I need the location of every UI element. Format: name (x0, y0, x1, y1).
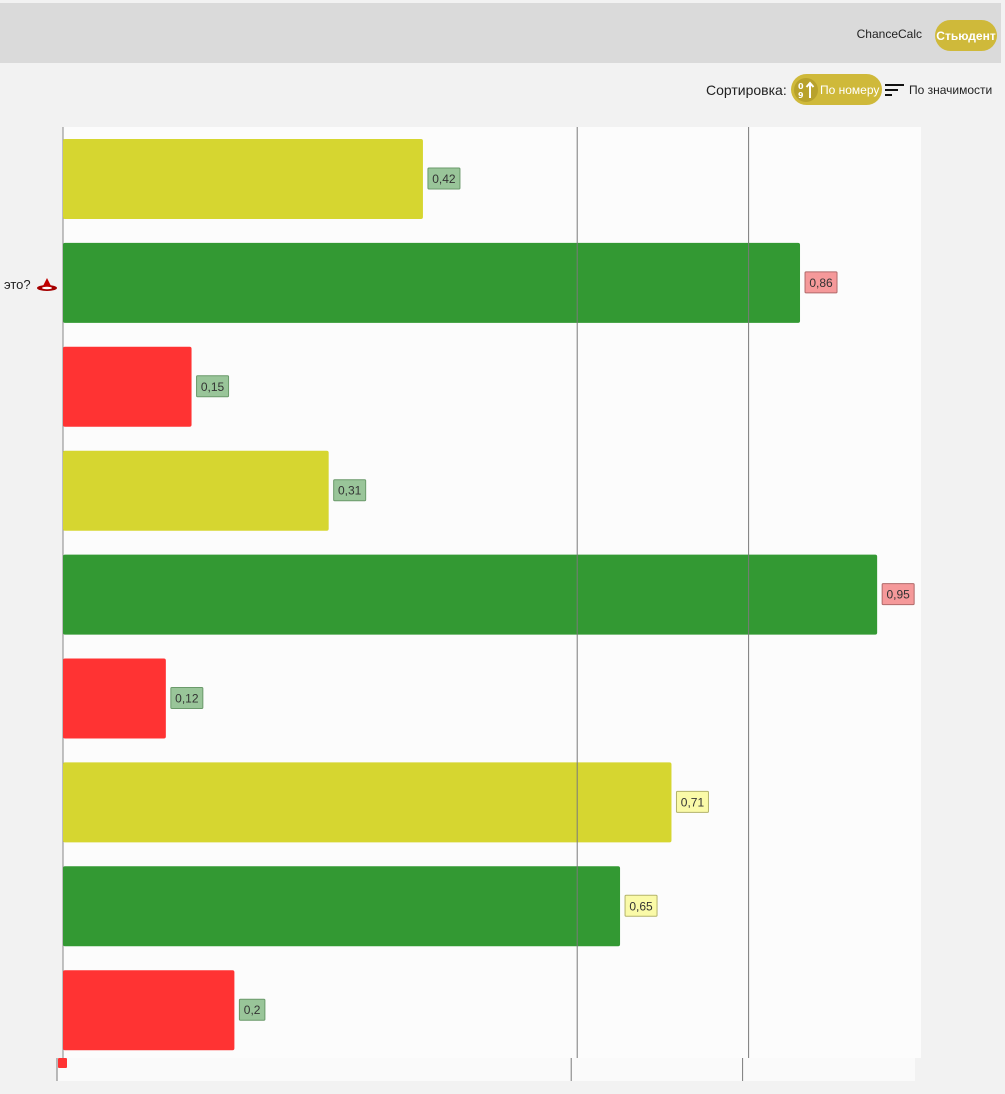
value-badge (881, 583, 915, 606)
bar (63, 554, 878, 635)
value-label: 0,95 (886, 588, 910, 602)
axis-strip (57, 1058, 915, 1081)
sort-lines-icon (885, 84, 904, 96)
row-label-text: это? (4, 276, 31, 292)
value-badge (238, 998, 266, 1021)
value-label: 0,2 (244, 1003, 261, 1017)
bar (63, 139, 423, 219)
value-label: 0,86 (809, 276, 833, 290)
value-label: 0,65 (629, 899, 653, 913)
sort-by-number-label: По номеру (820, 82, 880, 97)
range-marker (58, 1058, 67, 1068)
bar (63, 450, 329, 531)
user-button[interactable]: Стьюдент (935, 20, 997, 51)
value-label: 0,42 (432, 172, 456, 186)
value-label: 0,71 (681, 795, 705, 809)
bar (63, 762, 672, 843)
top-bar: ChanceCalc Стьюдент (0, 3, 1001, 63)
bar (63, 970, 235, 1051)
row-label: это? (4, 276, 58, 292)
value-badge (804, 271, 838, 294)
svg-text:9: 9 (798, 91, 804, 100)
value-badge (170, 687, 204, 709)
app-name: ChanceCalc (856, 27, 922, 41)
bar (63, 242, 801, 323)
bar (63, 346, 192, 427)
value-badge (196, 375, 230, 398)
value-badge (333, 479, 367, 502)
bar (63, 658, 166, 739)
sort-by-importance-button[interactable]: По значимости (885, 80, 992, 100)
value-label: 0,31 (338, 484, 362, 498)
sort-numeric-icon: 0 9 (794, 77, 818, 102)
value-badge (427, 167, 461, 190)
bar (63, 866, 621, 947)
value-badge (624, 894, 658, 917)
value-badge (675, 790, 709, 813)
sort-by-number-button[interactable]: 0 9 По номеру (791, 74, 882, 105)
value-label: 0,12 (175, 692, 199, 706)
value-label: 0,15 (201, 380, 225, 394)
svg-text:0: 0 (798, 82, 804, 91)
sort-by-importance-label: По значимости (909, 83, 993, 97)
sort-label: Сортировка: (706, 82, 787, 98)
hat-icon (36, 278, 57, 291)
